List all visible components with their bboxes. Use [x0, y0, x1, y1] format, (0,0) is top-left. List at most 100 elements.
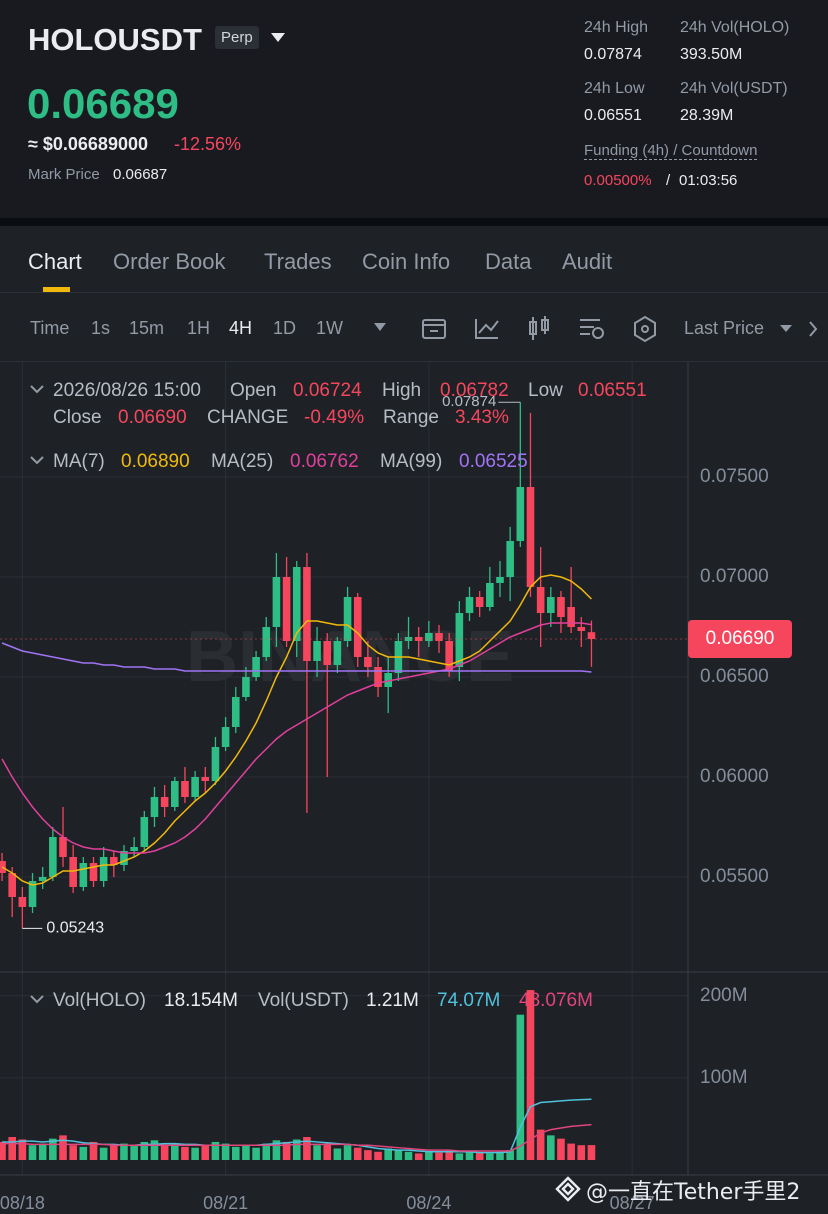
- candle-body: [404, 637, 413, 641]
- ohlc-legend: 0.06690: [118, 407, 187, 428]
- ohlc-legend: 3.43%: [455, 407, 509, 428]
- candle-body: [99, 857, 108, 881]
- volume-bar: [99, 1147, 108, 1160]
- candle-body: [18, 897, 27, 907]
- candle-body: [374, 667, 382, 687]
- candle-body: [496, 577, 504, 583]
- volume-bar: [28, 1145, 37, 1160]
- volume-bar: [343, 1145, 352, 1160]
- funding-rate: 0.00500%: [584, 172, 652, 189]
- candle-body: [506, 541, 514, 577]
- candle-body: [140, 817, 149, 847]
- candle-body: [231, 697, 240, 727]
- volume-bar: [120, 1143, 128, 1160]
- symbol[interactable]: HOLOUSDT: [28, 22, 202, 57]
- tab[interactable]: Coin Info: [362, 249, 451, 274]
- y-tick-label: 0.07000: [700, 566, 769, 587]
- volume-bar: [221, 1143, 230, 1160]
- y-tick-label: 200M: [700, 985, 748, 1006]
- tab[interactable]: Order Book: [113, 249, 226, 274]
- interval[interactable]: 1H: [187, 318, 211, 338]
- funding-label[interactable]: Funding (4h) / Countdown: [584, 142, 758, 160]
- tab[interactable]: Data: [485, 249, 532, 274]
- volume-bar: [364, 1150, 372, 1160]
- candle-body: [181, 781, 189, 797]
- interval[interactable]: 15m: [129, 318, 165, 338]
- interval[interactable]: Time: [30, 318, 70, 338]
- volume-legend: 18.154M: [164, 990, 238, 1011]
- candle-body: [435, 633, 443, 641]
- ma-legend-name: MA(99): [380, 451, 442, 472]
- volume-legend: Vol(USDT): [258, 990, 349, 1011]
- price-type[interactable]: Last Price: [684, 318, 765, 338]
- candle-body: [445, 641, 453, 671]
- volume-bar: [130, 1146, 138, 1160]
- x-tick-label: 08/24: [406, 1193, 451, 1213]
- ma-legend-name: MA(7): [53, 451, 105, 472]
- tab[interactable]: Trades: [264, 249, 332, 274]
- volume-bar: [465, 1151, 474, 1160]
- low-marker: 0.05243: [46, 920, 104, 937]
- volume-bar: [150, 1140, 159, 1160]
- volume-bar: [89, 1141, 98, 1160]
- interval[interactable]: 1D: [273, 318, 297, 338]
- volume-bar: [353, 1147, 362, 1160]
- volume-bar: [8, 1137, 16, 1160]
- candle-body: [557, 597, 565, 617]
- candle-body: [211, 747, 220, 781]
- volume-bar: [445, 1150, 453, 1160]
- dropdown-caret[interactable]: [270, 32, 286, 44]
- interval[interactable]: 4H: [229, 318, 253, 338]
- funding-sep: /: [666, 172, 671, 189]
- countdown: 01:03:56: [679, 172, 738, 189]
- change: -12.56%: [174, 134, 242, 154]
- volume-legend: 43.076M: [519, 990, 593, 1011]
- collapse-caret: [30, 995, 44, 1004]
- ma-legend-value: 0.06762: [290, 451, 359, 472]
- volume-bar: [414, 1153, 423, 1160]
- volume-bar: [242, 1145, 250, 1160]
- candle-body: [110, 857, 118, 865]
- y-tick-label: 0.05500: [700, 866, 769, 887]
- volume-bar: [110, 1145, 118, 1160]
- volume-bar: [18, 1139, 27, 1160]
- candle-body: [303, 567, 311, 661]
- volume-bar: [303, 1137, 311, 1160]
- volume-bar: [516, 1014, 525, 1160]
- volume-bar: [181, 1146, 189, 1160]
- badge: Perp: [215, 26, 259, 49]
- tab[interactable]: Audit: [562, 249, 613, 274]
- candle-body: [221, 727, 230, 747]
- volume-bar: [496, 1151, 504, 1160]
- tab[interactable]: Chart: [28, 249, 82, 274]
- candle-body: [69, 857, 77, 887]
- stat-value: 28.39M: [680, 107, 734, 124]
- candle-body: [59, 837, 67, 857]
- stat-label: 24h Vol(USDT): [680, 80, 788, 97]
- volume-bar: [425, 1151, 433, 1160]
- volume-bar: [160, 1145, 169, 1160]
- volume-bar: [231, 1146, 240, 1160]
- volume-bar: [170, 1143, 179, 1160]
- candle-body: [242, 677, 250, 697]
- divider: [0, 218, 828, 226]
- logo-icon: [555, 1176, 581, 1202]
- volume-bar: [140, 1141, 149, 1160]
- mark-price: 0.06687: [113, 166, 168, 183]
- candle-body: [465, 597, 474, 613]
- candle-body: [364, 657, 372, 667]
- y-tick-label: 0.06500: [700, 666, 769, 687]
- last-price-tag: [688, 620, 792, 658]
- ohlc-legend: Low: [528, 380, 563, 401]
- volume-bar: [475, 1152, 484, 1160]
- volume-bar: [323, 1143, 332, 1160]
- interval[interactable]: 1s: [91, 318, 111, 338]
- volume-bar: [394, 1150, 403, 1160]
- candle-body: [384, 673, 393, 687]
- x-tick-label: 08/27: [610, 1193, 655, 1213]
- interval[interactable]: 1W: [316, 318, 343, 338]
- volume-bar: [567, 1143, 575, 1160]
- candle-body: [343, 597, 352, 641]
- volume-bar: [536, 1129, 545, 1160]
